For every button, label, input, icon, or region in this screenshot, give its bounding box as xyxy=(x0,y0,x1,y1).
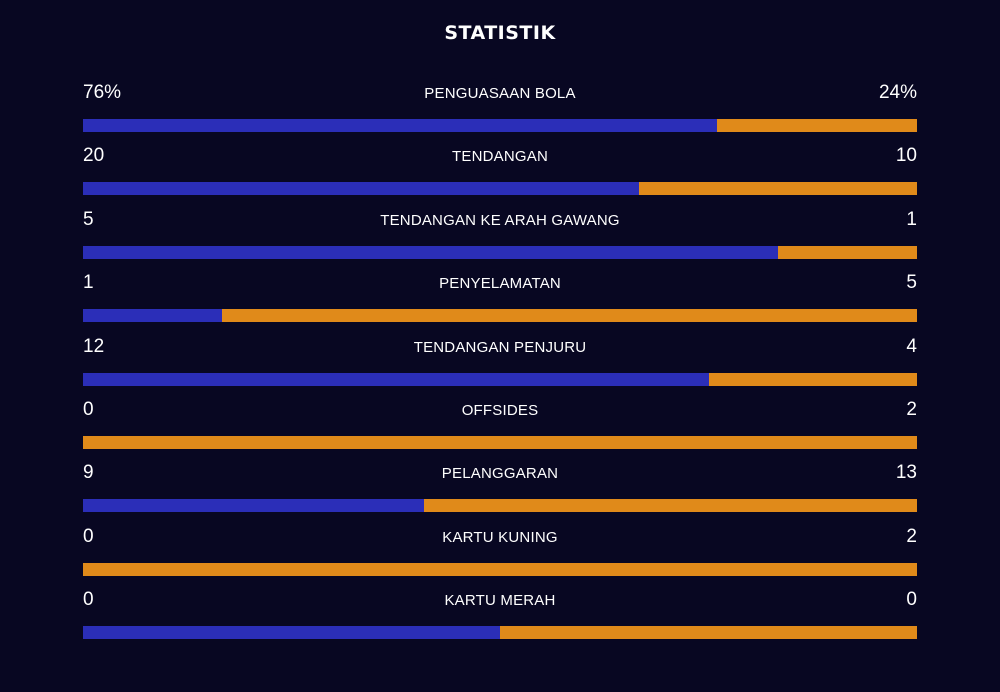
away-bar-segment xyxy=(777,245,917,259)
home-value: 20 xyxy=(83,145,105,167)
away-value: 24% xyxy=(878,82,917,103)
stat-label: KARTU KUNING xyxy=(442,528,558,546)
stat-row-offsides: 0 OFFSIDES 2 xyxy=(83,397,917,460)
home-value: 9 xyxy=(83,462,94,484)
stat-row-possession: 76% PENGUASAAN BOLA 24% xyxy=(83,80,917,143)
away-value: 4 xyxy=(906,335,917,357)
away-bar-segment xyxy=(222,309,917,323)
away-value: 5 xyxy=(906,272,917,294)
stat-label: KARTU MERAH xyxy=(444,592,556,610)
home-value: 12 xyxy=(83,335,105,357)
home-bar-segment xyxy=(83,372,709,386)
home-bar-segment xyxy=(83,309,223,323)
stat-row-yellow-cards: 0 KARTU KUNING 2 xyxy=(83,524,917,587)
stat-row-corners: 12 TENDANGAN PENJURU 4 xyxy=(83,334,917,397)
stat-label: TENDANGAN xyxy=(452,148,548,166)
home-bar-segment xyxy=(83,182,640,196)
comparison-bar xyxy=(83,245,917,259)
stat-row-shots-on-target: 5 TENDANGAN KE ARAH GAWANG 1 xyxy=(83,207,917,270)
home-value: 0 xyxy=(83,525,94,547)
comparison-bar xyxy=(83,626,917,640)
stat-label: TENDANGAN KE ARAH GAWANG xyxy=(380,211,620,229)
stat-row-header: 0 KARTU MERAH 0 xyxy=(83,587,917,626)
comparison-bar xyxy=(83,562,917,576)
comparison-bar xyxy=(83,119,917,132)
away-value: 2 xyxy=(906,525,917,547)
home-value: 0 xyxy=(83,398,94,420)
away-value: 13 xyxy=(895,462,917,484)
comparison-bar xyxy=(83,182,917,196)
away-bar-segment xyxy=(716,119,917,132)
away-bar-segment xyxy=(639,182,917,196)
home-value: 1 xyxy=(83,272,94,294)
away-bar-segment xyxy=(500,626,917,640)
home-bar-segment xyxy=(83,119,717,132)
home-bar-segment xyxy=(83,626,500,640)
stat-label: OFFSIDES xyxy=(461,401,539,419)
stat-row-header: 76% PENGUASAAN BOLA 24% xyxy=(83,80,917,119)
home-bar-segment xyxy=(83,499,425,513)
home-value: 0 xyxy=(83,589,94,611)
away-bar-segment xyxy=(83,435,917,449)
stat-row-header: 20 TENDANGAN 10 xyxy=(83,143,917,182)
stat-label: PELANGGARAN xyxy=(441,465,559,483)
away-bar-segment xyxy=(83,562,917,576)
comparison-bar xyxy=(83,499,917,513)
stat-row-header: 5 TENDANGAN KE ARAH GAWANG 1 xyxy=(83,207,917,246)
stat-row-header: 9 PELANGGARAN 13 xyxy=(83,460,917,499)
home-value: 76% xyxy=(83,82,122,103)
comparison-bar xyxy=(83,435,917,449)
away-bar-segment xyxy=(708,372,917,386)
stat-row-saves: 1 PENYELAMATAN 5 xyxy=(83,270,917,333)
away-value: 0 xyxy=(906,589,917,611)
away-value: 1 xyxy=(906,208,917,230)
comparison-bar xyxy=(83,309,917,323)
stat-row-header: 12 TENDANGAN PENJURU 4 xyxy=(83,334,917,373)
stat-row-header: 0 OFFSIDES 2 xyxy=(83,397,917,436)
comparison-bar xyxy=(83,372,917,386)
stat-row-header: 1 PENYELAMATAN 5 xyxy=(83,270,917,309)
stat-label: PENGUASAAN BOLA xyxy=(424,85,576,102)
stat-label: PENYELAMATAN xyxy=(439,275,561,293)
away-value: 10 xyxy=(895,145,917,167)
away-value: 2 xyxy=(906,398,917,420)
stat-row-fouls: 9 PELANGGARAN 13 xyxy=(83,460,917,523)
stat-label: TENDANGAN PENJURU xyxy=(413,338,587,356)
away-bar-segment xyxy=(424,499,917,513)
stats-list: 76% PENGUASAAN BOLA 24% 20 TENDANGAN 10 xyxy=(83,80,917,651)
stat-row-red-cards: 0 KARTU MERAH 0 xyxy=(83,587,917,650)
page-title: STATISTIK xyxy=(444,22,556,44)
stat-row-shots: 20 TENDANGAN 10 xyxy=(83,143,917,206)
stat-row-header: 0 KARTU KUNING 2 xyxy=(83,524,917,563)
home-value: 5 xyxy=(83,208,94,230)
home-bar-segment xyxy=(83,245,778,259)
